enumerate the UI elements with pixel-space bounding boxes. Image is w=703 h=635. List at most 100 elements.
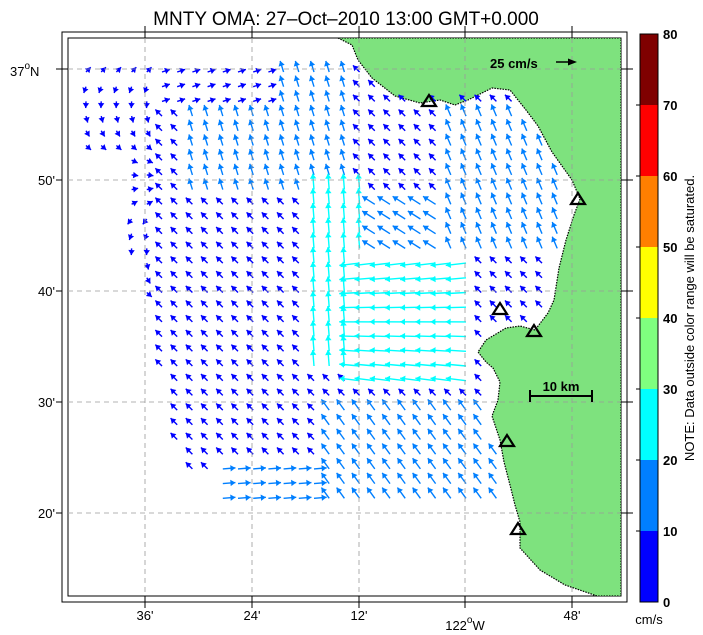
current-vector-head	[216, 388, 222, 395]
colorbar-tick-label: 80	[663, 27, 677, 42]
current-vector-head	[423, 225, 429, 232]
lon-label-24: 24'	[244, 608, 261, 623]
current-vector-head	[231, 329, 238, 336]
colorbar-frame	[639, 33, 659, 603]
current-vector-head	[488, 443, 495, 450]
current-vector-head	[505, 148, 512, 155]
current-vector-head	[339, 361, 345, 368]
current-vector-head	[400, 347, 406, 354]
current-vector-head	[412, 414, 419, 421]
current-vector-head	[415, 304, 421, 311]
current-vector-head	[551, 192, 558, 199]
current-vector-head	[292, 197, 298, 204]
lon-label-36: 36'	[137, 608, 154, 623]
current-vector-head	[383, 124, 390, 130]
current-vector-head	[261, 256, 268, 263]
scale-bar-label: 10 km	[543, 379, 580, 394]
current-vector-head	[459, 94, 466, 101]
current-vector-head	[187, 149, 194, 155]
current-vector-head	[488, 472, 495, 479]
current-vector-head	[278, 178, 285, 185]
current-vector-head	[185, 227, 192, 233]
current-vector-head	[292, 374, 298, 380]
current-vector-head	[427, 428, 434, 435]
current-vector-head	[352, 153, 359, 160]
current-vector-head	[325, 291, 332, 297]
current-vector-head	[209, 97, 216, 104]
current-vector-head	[128, 116, 136, 123]
current-vector-head	[230, 494, 236, 501]
current-vector-head	[275, 479, 282, 487]
current-vector-head	[407, 210, 414, 217]
current-vector-head	[231, 241, 238, 248]
current-vector-head	[490, 207, 497, 214]
current-vector-head	[170, 300, 177, 307]
current-vector-head	[325, 320, 332, 326]
colorbar-unit: cm/s	[635, 612, 663, 627]
current-vector-head	[444, 163, 451, 170]
current-vector-head	[474, 388, 481, 395]
current-vector-head	[443, 443, 449, 450]
current-vector-head	[473, 443, 479, 450]
current-vector-head	[490, 236, 497, 243]
current-vector-head	[155, 212, 162, 219]
current-vector-head	[145, 291, 152, 297]
current-vector-head	[474, 315, 481, 322]
current-vector-head	[427, 443, 434, 450]
colorbar-segment	[640, 389, 658, 461]
current-vector-head	[367, 443, 373, 450]
current-vector-head	[458, 487, 464, 494]
current-vector-head	[415, 347, 421, 354]
current-vector-head	[382, 487, 388, 494]
current-vector-head	[474, 374, 481, 380]
current-vector-head	[369, 290, 375, 297]
current-vector-head	[488, 487, 495, 494]
current-vector-head	[400, 290, 406, 297]
current-vector-head	[362, 225, 369, 232]
current-vector-head	[339, 90, 346, 97]
current-vector-head	[231, 271, 238, 277]
current-vector-head	[216, 197, 222, 204]
current-vector-head	[430, 332, 436, 340]
current-vector-head	[276, 418, 283, 424]
current-vector-head	[415, 261, 421, 269]
current-vector-head	[397, 414, 403, 421]
current-vector-head	[155, 315, 162, 322]
current-vector-head	[369, 332, 375, 340]
current-vector-head	[155, 359, 162, 366]
current-vector-head	[261, 432, 268, 439]
current-vector-head	[458, 458, 464, 465]
current-vector-head	[200, 388, 207, 395]
colorbar-segment	[640, 531, 658, 603]
current-vector-head	[415, 318, 421, 326]
current-vector-head	[309, 261, 317, 268]
current-vector-head	[216, 271, 222, 277]
current-vector-head	[321, 479, 327, 487]
current-vector-head	[428, 124, 435, 130]
current-vector-head	[248, 163, 255, 170]
current-vector-head	[413, 388, 420, 395]
current-vector-head	[128, 87, 135, 93]
current-vector-head	[520, 163, 527, 170]
current-vector-head	[275, 494, 282, 501]
current-vector-head	[339, 75, 346, 82]
reference-vector-arrow	[556, 58, 577, 66]
current-vector-head	[400, 318, 406, 326]
current-vector-head	[369, 261, 376, 269]
current-vector-head	[292, 403, 298, 410]
current-vector-head	[445, 304, 451, 311]
current-vector-head	[473, 428, 479, 435]
current-vector-head	[520, 177, 527, 184]
current-vector-head	[309, 188, 317, 194]
current-vector-head	[155, 241, 162, 248]
current-vector-head	[339, 105, 346, 111]
current-vector-head	[474, 94, 481, 101]
current-vector-head	[292, 227, 298, 233]
current-vector-head	[474, 359, 481, 366]
current-vector-head	[489, 285, 496, 292]
current-vector-head	[128, 102, 135, 109]
current-vector-head	[475, 148, 482, 155]
current-vector-head	[490, 133, 497, 140]
current-vector-head	[278, 90, 285, 97]
current-vector-head	[339, 119, 346, 126]
